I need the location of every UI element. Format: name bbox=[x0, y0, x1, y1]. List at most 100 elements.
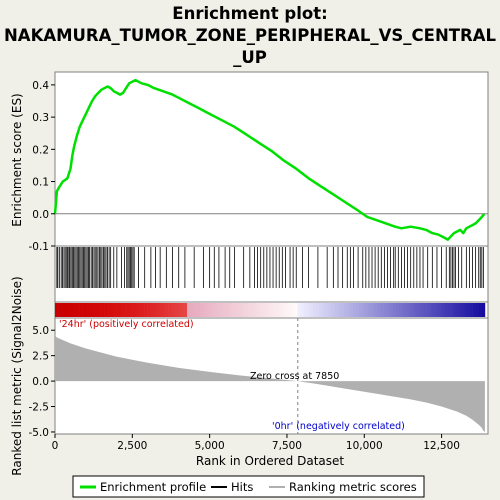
ranked-bar-segment bbox=[398, 303, 403, 317]
ranked-bar-segment bbox=[380, 303, 384, 317]
ranked-bar-segment bbox=[82, 303, 87, 317]
legend-box bbox=[72, 475, 425, 498]
metric-tick-label: 2.5 bbox=[32, 351, 49, 363]
ranked-bar-segment bbox=[432, 303, 437, 317]
ranked-bar-segment bbox=[306, 303, 311, 317]
ranked-bar-segment bbox=[352, 303, 357, 317]
ranked-bar-segment bbox=[236, 303, 240, 317]
ranked-bar-segment bbox=[426, 303, 430, 317]
ranked-bar-segment bbox=[171, 303, 176, 317]
ranked-bar-segment bbox=[147, 303, 151, 317]
ranked-bar-segment bbox=[389, 303, 394, 317]
ranked-bar-segment bbox=[97, 303, 102, 317]
ranked-bar-segment bbox=[248, 303, 252, 317]
ranked-bar-segment bbox=[276, 303, 280, 317]
ranked-bar-segment bbox=[79, 303, 83, 317]
ranked-bar-segment bbox=[153, 303, 157, 317]
ranked-bar-segment bbox=[165, 303, 169, 317]
ranked-bar-segment bbox=[337, 303, 341, 317]
ranked-bar-segment bbox=[472, 303, 476, 317]
ranked-bar-segment bbox=[411, 303, 415, 317]
ranked-bar-segment bbox=[392, 303, 397, 317]
ranked-bar-segment bbox=[110, 303, 114, 317]
ranked-bar-segment bbox=[162, 303, 166, 317]
ranked-bar-segment bbox=[371, 303, 375, 317]
es-tick-label: 0.4 bbox=[32, 80, 49, 92]
ranked-bar-segment bbox=[168, 303, 172, 317]
es-tick-label: 0.2 bbox=[32, 144, 49, 156]
ranked-bar-segment bbox=[374, 303, 378, 317]
ranked-bar-segment bbox=[294, 303, 298, 317]
es-tick-label: 0.3 bbox=[32, 112, 49, 124]
es-line-group bbox=[53, 78, 486, 241]
ranked-bar-segment bbox=[365, 303, 369, 317]
ranked-bar-segment bbox=[349, 303, 354, 317]
ranked-bar-segment bbox=[61, 303, 65, 317]
ranked-bar-segment bbox=[226, 303, 231, 317]
es-tick-label: -0.1 bbox=[29, 241, 50, 253]
ranked-bar-segment bbox=[438, 303, 443, 317]
ranked-bar-segment bbox=[76, 303, 80, 317]
ranked-bar-segment bbox=[144, 303, 148, 317]
ranked-bar-segment bbox=[254, 303, 258, 317]
x-tick-label: 0 bbox=[52, 440, 59, 452]
ranked-bar-segment bbox=[190, 303, 194, 317]
ranked-bar-segment bbox=[463, 303, 467, 317]
ranked-bar-segment bbox=[448, 303, 452, 317]
ranked-bar-segment bbox=[417, 303, 421, 317]
ranked-bar-segment bbox=[423, 303, 427, 317]
ranked-bar-segment bbox=[239, 303, 243, 317]
positive-correlation-label: '24hr' (positively correlated) bbox=[59, 319, 194, 330]
ranked-bar-segment bbox=[205, 303, 209, 317]
enrichment-profile-line bbox=[53, 78, 486, 241]
ranked-bar-segment bbox=[196, 303, 200, 317]
ranked-bar-segment bbox=[481, 303, 486, 317]
ranked-bar-segment bbox=[435, 303, 440, 317]
ranked-bar-segment bbox=[174, 303, 179, 317]
ranked-bar-segment bbox=[134, 303, 139, 317]
metric-group bbox=[55, 318, 485, 434]
ranked-bar-segment bbox=[451, 303, 455, 317]
axis-group: -0.1 0.0 0.1 0.2 0.3 0.4 -5.0 -2.5 0.0 2.5 5.0 0 2,5… bbox=[29, 80, 460, 452]
ranked-bar-segment bbox=[325, 303, 329, 317]
ranked-bar-segment bbox=[233, 303, 237, 317]
ranked-bar-segment bbox=[401, 303, 406, 317]
ranked-bar-segment bbox=[383, 303, 387, 317]
chart-title-line-3: _UP bbox=[233, 48, 267, 67]
hits-panel bbox=[54, 245, 489, 303]
ranked-bar-segment bbox=[107, 303, 111, 317]
ranked-bar-segment bbox=[429, 303, 434, 317]
ranked-bar-segment bbox=[408, 303, 412, 317]
ranked-bar-segment bbox=[322, 303, 326, 317]
chart-title-line-1: Enrichment plot: bbox=[172, 4, 327, 23]
ranked-bar-segment bbox=[55, 303, 59, 317]
ranked-bar-segment bbox=[137, 303, 142, 317]
ranked-gradient-bar bbox=[55, 303, 486, 317]
ranked-bar-segment bbox=[211, 303, 215, 317]
metric-axis-label: Ranked list metric (Signal2Noise) bbox=[10, 276, 24, 475]
ranked-bar-segment bbox=[405, 303, 409, 317]
ranked-bar-segment bbox=[414, 303, 418, 317]
ranked-bar-segment bbox=[94, 303, 99, 317]
ranked-bar-segment bbox=[368, 303, 372, 317]
ranked-bar-segment bbox=[150, 303, 154, 317]
ranked-bar-segment bbox=[469, 303, 473, 317]
ranked-bar-segment bbox=[58, 303, 62, 317]
metric-tick-label: 0.0 bbox=[32, 376, 49, 388]
ranked-bar-segment bbox=[285, 303, 289, 317]
ranked-bar-segment bbox=[202, 303, 206, 317]
ranked-bar-segment bbox=[122, 303, 126, 317]
es-tick-label: 0.0 bbox=[32, 209, 49, 221]
ranked-bar-segment bbox=[312, 303, 317, 317]
ranked-bar-segment bbox=[343, 303, 348, 317]
ranked-bar-segment bbox=[454, 303, 458, 317]
ranked-bar-segment bbox=[279, 303, 283, 317]
ranked-bar-segment bbox=[159, 303, 163, 317]
ranked-bar-segment bbox=[116, 303, 120, 317]
ranked-bar-segment bbox=[125, 303, 129, 317]
ranked-bar-segment bbox=[340, 303, 344, 317]
ranked-bar-segment bbox=[297, 303, 301, 317]
x-tick-label: 12,500 bbox=[423, 440, 460, 452]
ranked-bar-segment bbox=[303, 303, 308, 317]
ranked-bar-segment bbox=[362, 303, 366, 317]
